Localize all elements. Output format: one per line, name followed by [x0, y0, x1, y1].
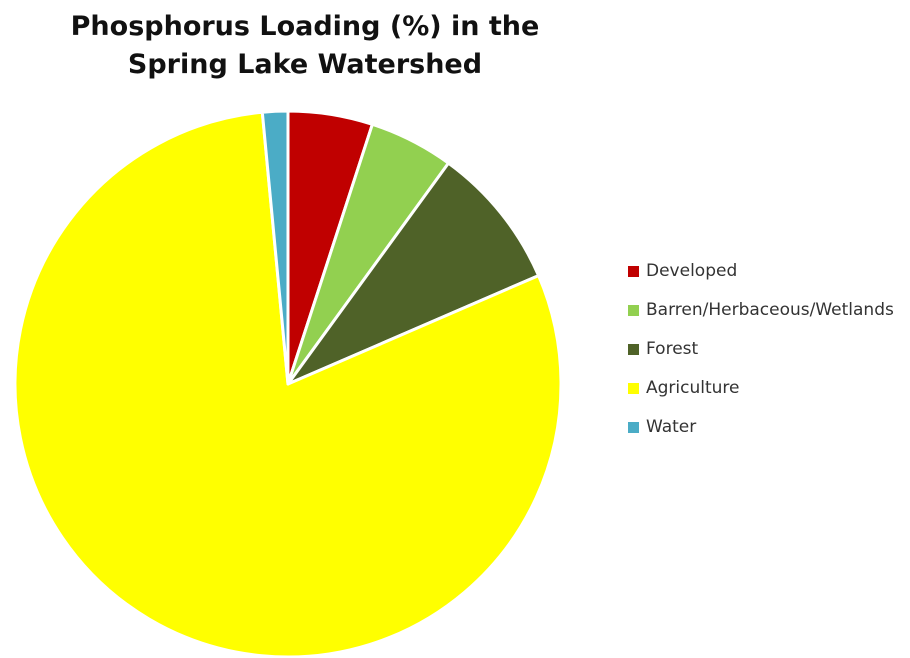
chart-title-line-2: Spring Lake Watershed: [127, 49, 483, 80]
legend-label-barren-herbaceous-wetlands: Barren/Herbaceous/Wetlands: [646, 300, 894, 320]
pie-slice-water: [260, 109, 290, 386]
chart-title-line-1: Phosphorus Loading (%) in the: [70, 11, 540, 42]
legend-label-agriculture: Agriculture: [646, 378, 740, 398]
legend-swatch-developed: [628, 265, 639, 277]
legend-swatch-agriculture: [628, 382, 639, 394]
legend-swatch-barren-herbaceous-wetlands: [628, 304, 639, 316]
legend-label-forest: Forest: [646, 339, 699, 359]
legend-label-developed: Developed: [646, 261, 738, 281]
legend-item-barren-herbaceous-wetlands: Barren/Herbaceous/Wetlands: [628, 297, 894, 323]
pie-slice-forest: [286, 161, 541, 386]
chart-title: Phosphorus Loading (%) in the Spring Lak…: [0, 8, 610, 84]
legend-item-forest: Forest: [628, 336, 894, 362]
legend-item-water: Water: [628, 414, 894, 440]
legend: Developed Barren/Herbaceous/Wetlands For…: [628, 258, 894, 453]
legend-swatch-water: [628, 421, 639, 433]
legend-swatch-forest: [628, 343, 639, 355]
legend-label-water: Water: [646, 417, 697, 437]
legend-item-developed: Developed: [628, 258, 894, 284]
legend-item-agriculture: Agriculture: [628, 375, 894, 401]
